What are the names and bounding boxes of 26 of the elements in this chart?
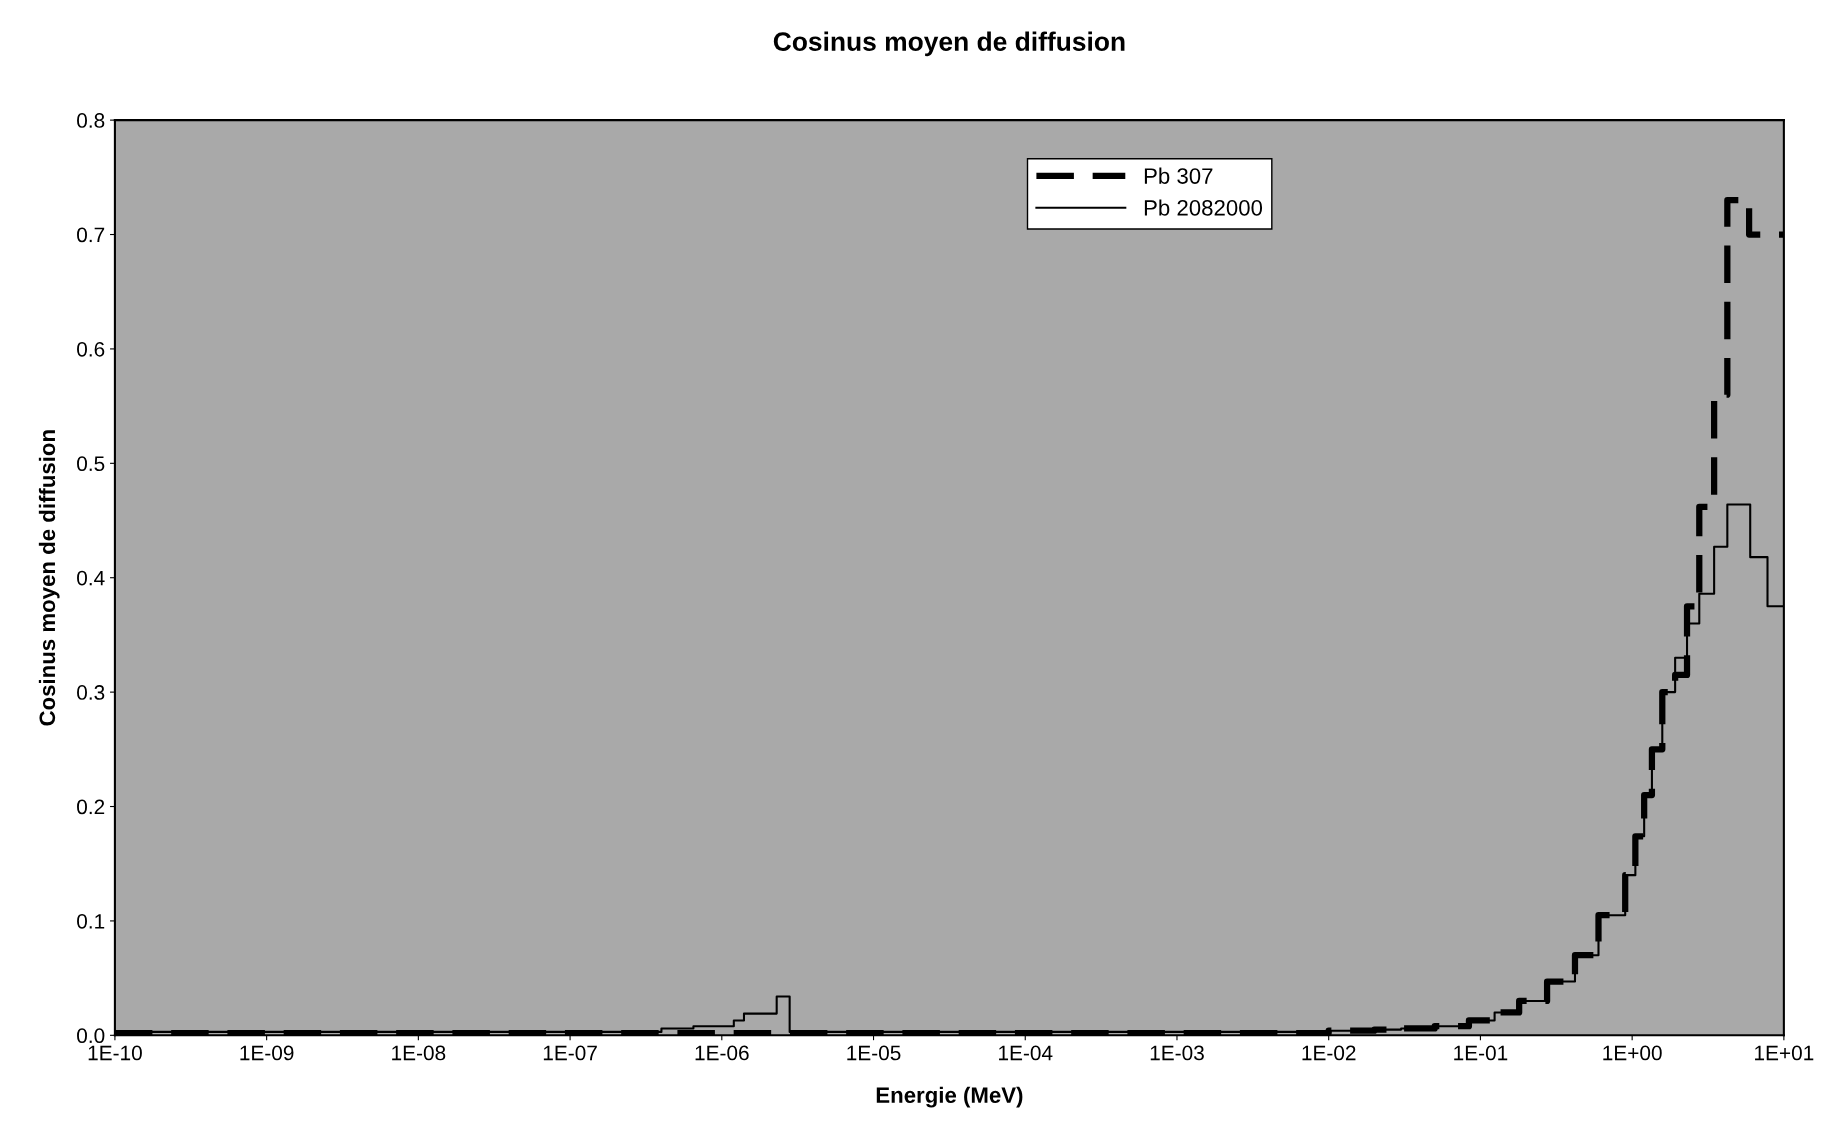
x-tick-label: 1E-04 xyxy=(999,1045,1053,1061)
y-tick-label: 0.3 xyxy=(77,685,105,700)
x-tick-label: 1E-07 xyxy=(543,1045,597,1061)
y-tick-label: 0.1 xyxy=(77,913,105,929)
y-tick-label: 0.2 xyxy=(77,799,105,815)
y-axis-title: Cosinus moyen de diffusion xyxy=(38,430,60,726)
x-tick-label: 1E-09 xyxy=(240,1045,294,1061)
x-tick-label: 1E-10 xyxy=(88,1045,142,1061)
y-tick-label: 0.4 xyxy=(77,570,105,586)
y-tick-label: 0.8 xyxy=(77,113,105,128)
y-tick-label: 0.5 xyxy=(77,456,105,472)
legend-label: Pb 2082000 xyxy=(1144,199,1263,216)
x-tick-label: 1E-06 xyxy=(695,1045,749,1061)
x-tick-label: 1E+01 xyxy=(1755,1045,1814,1061)
x-tick-label: 1E-01 xyxy=(1454,1045,1508,1061)
x-tick-label: 1E+00 xyxy=(1603,1045,1662,1061)
chart-title: Cosinus moyen de diffusion xyxy=(773,31,1125,57)
x-tick-label: 1E-08 xyxy=(392,1045,446,1061)
y-tick-label: 0.6 xyxy=(77,341,105,357)
x-tick-label: 1E-05 xyxy=(847,1045,901,1061)
x-axis-title: Energie (MeV) xyxy=(876,1086,1023,1108)
y-tick-label: 0.7 xyxy=(77,227,105,243)
x-tick-label: 1E-03 xyxy=(1150,1045,1204,1061)
x-tick-label: 1E-02 xyxy=(1302,1045,1356,1061)
y-tick-label: 0.0 xyxy=(77,1028,105,1044)
legend-label: Pb 307 xyxy=(1144,167,1213,184)
